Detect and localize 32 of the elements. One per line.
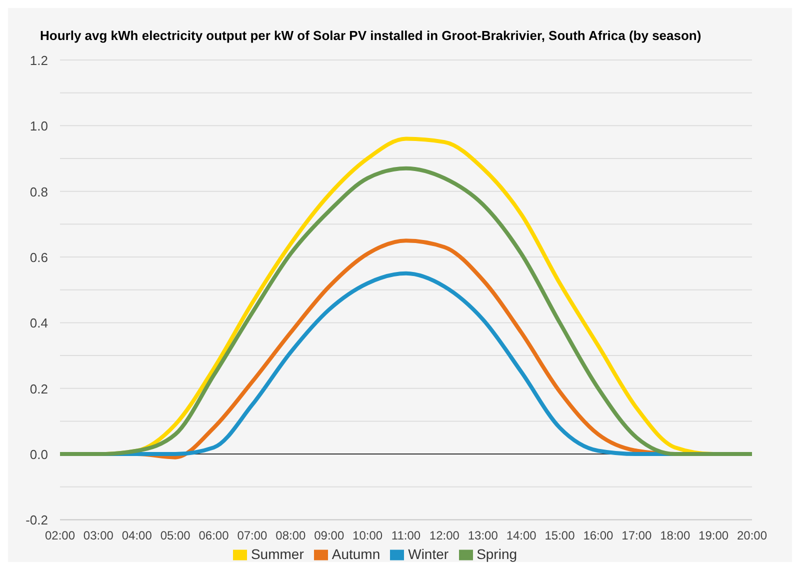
x-tick-label: 06:00 bbox=[198, 528, 230, 543]
y-tick-label: 0.4 bbox=[30, 316, 48, 331]
chart-title: Hourly avg kWh electricity output per kW of Solar PV installed in Groot-Brakrivier, South Africa (by season) bbox=[39, 27, 702, 45]
y-tick-label: 0.6 bbox=[30, 250, 48, 266]
x-tick-label: 02:00 bbox=[44, 528, 76, 543]
x-tick-label: 11:00 bbox=[391, 528, 421, 543]
x-tick-label: 05:00 bbox=[160, 528, 191, 543]
y-tick-label: -0.2 bbox=[26, 512, 48, 528]
y-tick-label: 0.0 bbox=[30, 447, 48, 462]
legend-label: Summer bbox=[250, 546, 304, 562]
x-tick-label: 10:00 bbox=[352, 528, 383, 543]
x-tick-label: 08:00 bbox=[276, 528, 306, 543]
x-tick-label: 09:00 bbox=[314, 528, 344, 543]
y-tick-label: 1.0 bbox=[30, 118, 48, 134]
x-tick-label: 14:00 bbox=[506, 528, 537, 543]
x-tick-label: 03:00 bbox=[83, 528, 114, 543]
x-tick-label: 19:00 bbox=[698, 528, 729, 543]
legend-label: Spring bbox=[476, 546, 518, 562]
legend-label: Winter bbox=[408, 546, 449, 562]
y-tick-label: 1.2 bbox=[30, 53, 48, 68]
x-tick-label: 13:00 bbox=[468, 528, 498, 543]
x-tick-label: 07:00 bbox=[237, 528, 268, 543]
x-tick-label: 16:00 bbox=[583, 528, 614, 543]
x-tick-label: 17:00 bbox=[622, 528, 652, 543]
x-tick-label: 12:00 bbox=[429, 528, 460, 543]
x-tick-label: 15:00 bbox=[544, 528, 576, 543]
y-tick-label: 0.2 bbox=[30, 381, 48, 396]
x-tick-label: 18:00 bbox=[660, 528, 690, 543]
y-tick-label: 0.8 bbox=[30, 184, 48, 200]
x-tick-label: 20:00 bbox=[736, 528, 768, 543]
legend-label: Autumn bbox=[332, 546, 380, 562]
x-tick-label: 04:00 bbox=[122, 528, 152, 543]
